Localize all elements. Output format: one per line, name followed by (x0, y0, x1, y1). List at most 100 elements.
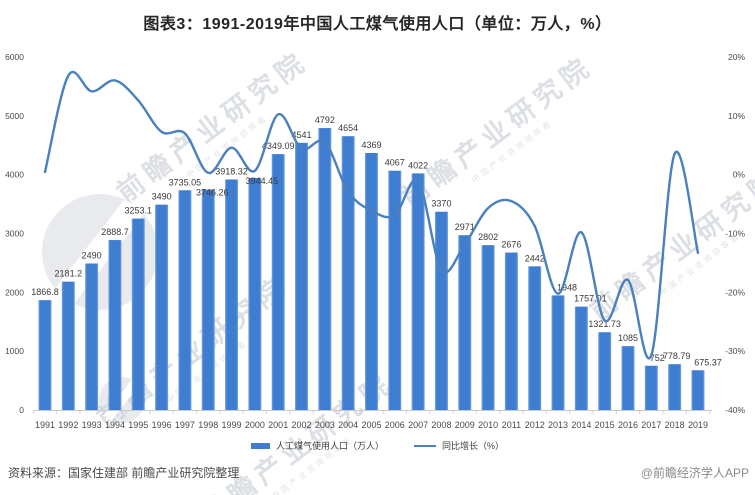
year-label: 2000 (245, 420, 265, 430)
year-label: 2008 (431, 420, 451, 430)
year-label: 2019 (688, 420, 708, 430)
bar-value-label: 3490 (152, 192, 172, 202)
year-label: 2012 (525, 420, 545, 430)
bar (598, 332, 612, 410)
bar-value-label: 2888.7 (101, 227, 129, 237)
bar-value-label: 1866.8 (31, 287, 59, 297)
bar-value-label: 4349.09 (262, 141, 295, 151)
bar-value-label: 675.37 (694, 357, 722, 367)
bar (434, 211, 448, 410)
left-axis-tick: 6000 (5, 52, 24, 62)
legend-item-line: 同比增长（%） (414, 439, 504, 452)
year-label: 2011 (502, 420, 521, 430)
bar (178, 190, 192, 410)
left-axis-tick: 3000 (5, 229, 24, 239)
bar-series-swatch-icon (250, 442, 270, 449)
bar-value-label: 3746.26 (196, 188, 229, 198)
left-axis-tick: 1000 (5, 346, 24, 356)
bar (61, 281, 75, 410)
bar-value-label: 3370 (431, 199, 451, 209)
source-note: 资料来源：国家住建部 前瞻产业研究院整理 (8, 466, 240, 480)
year-label: 2016 (618, 420, 638, 430)
line-series-swatch-icon (414, 444, 436, 447)
bar (691, 370, 705, 410)
bar (341, 136, 355, 410)
year-label: 2005 (361, 420, 381, 430)
right-axis-tick: -20% (725, 287, 745, 297)
year-label: 1994 (105, 420, 125, 430)
growth-line (43, 71, 700, 360)
bar (295, 142, 309, 410)
left-axis-tick: 4000 (5, 170, 24, 180)
bar-value-label: 3918.32 (215, 166, 248, 176)
bar (248, 177, 262, 410)
bar (668, 364, 682, 410)
bar-value-label: 4792 (315, 115, 335, 125)
bar-series (38, 128, 705, 411)
bar (85, 263, 99, 410)
year-label: 2015 (595, 420, 615, 430)
bar (131, 218, 145, 410)
year-label: 1993 (82, 420, 102, 430)
bar (364, 152, 378, 411)
bar (411, 173, 425, 410)
chart-legend: 人工煤气使用人口（万人） 同比增长（%） (0, 439, 755, 452)
bar (481, 245, 495, 410)
year-label: 1995 (128, 420, 148, 430)
bar (271, 154, 285, 410)
bar-value-label: 2676 (501, 240, 521, 250)
bar-value-label: 1948 (557, 282, 577, 292)
year-label: 1998 (198, 420, 218, 430)
bar-value-label: 752 (650, 353, 665, 363)
x-axis-ticks (32, 411, 711, 414)
line-series-label: 同比增长（%） (442, 441, 505, 451)
bar-value-label: 1085 (618, 333, 638, 343)
bar (504, 252, 518, 410)
bar (225, 179, 239, 410)
year-label: 2001 (268, 420, 288, 430)
bar (574, 306, 588, 410)
bar (644, 365, 658, 410)
year-label: 2003 (315, 420, 335, 430)
year-label: 2014 (571, 420, 591, 430)
year-label: 2010 (478, 420, 498, 430)
bar (108, 240, 122, 410)
bar-value-label: 2442 (525, 253, 545, 263)
bar-value-label: 778.79 (663, 351, 691, 361)
year-label: 2004 (338, 420, 358, 430)
x-axis-year-labels: 1991 1992 1993 1994 1995 1996 1997 1998 1999 2000… (35, 420, 708, 430)
legend-item-bar: 人工煤气使用人口（万人） (250, 439, 384, 452)
bar (318, 128, 332, 410)
year-label: 2009 (455, 420, 475, 430)
year-label: 1999 (222, 420, 242, 430)
bar-value-label: 1321.73 (588, 319, 621, 329)
axis-labels: 6000 5000 4000 3000 2000 1000 0 20% 10% 0% -10% -20… (5, 52, 745, 415)
right-axis-tick: 0% (733, 170, 746, 180)
bar-value-label: 4022 (408, 160, 428, 170)
bar-value-label: 4541 (292, 130, 312, 140)
bar-value-label: 4067 (385, 158, 405, 168)
year-label: 2002 (292, 420, 312, 430)
bar-value-label: 2971 (455, 222, 475, 232)
bar-value-label: 3735.05 (169, 177, 202, 187)
right-axis-tick: 10% (728, 111, 745, 121)
year-label: 1992 (58, 420, 78, 430)
bar (388, 170, 402, 410)
bar-value-label: 3253.1 (125, 206, 153, 216)
left-axis-tick: 0 (19, 405, 24, 415)
right-axis-tick: 20% (728, 52, 745, 62)
year-label: 1991 (35, 420, 55, 430)
year-label: 2017 (641, 420, 661, 430)
bar (528, 266, 542, 410)
credit-note: @前瞻经济学人APP (640, 466, 749, 480)
bar (458, 235, 472, 410)
year-label: 2018 (665, 420, 685, 430)
bar-value-label: 4654 (338, 123, 358, 133)
bar-series-label: 人工煤气使用人口（万人） (275, 441, 384, 451)
left-axis-tick: 2000 (5, 287, 24, 297)
year-label: 1997 (175, 420, 195, 430)
bar (155, 204, 169, 410)
bar-value-label: 3944.45 (246, 176, 279, 186)
bar-value-label: 4369 (361, 140, 381, 150)
right-axis-tick: -40% (725, 405, 745, 415)
